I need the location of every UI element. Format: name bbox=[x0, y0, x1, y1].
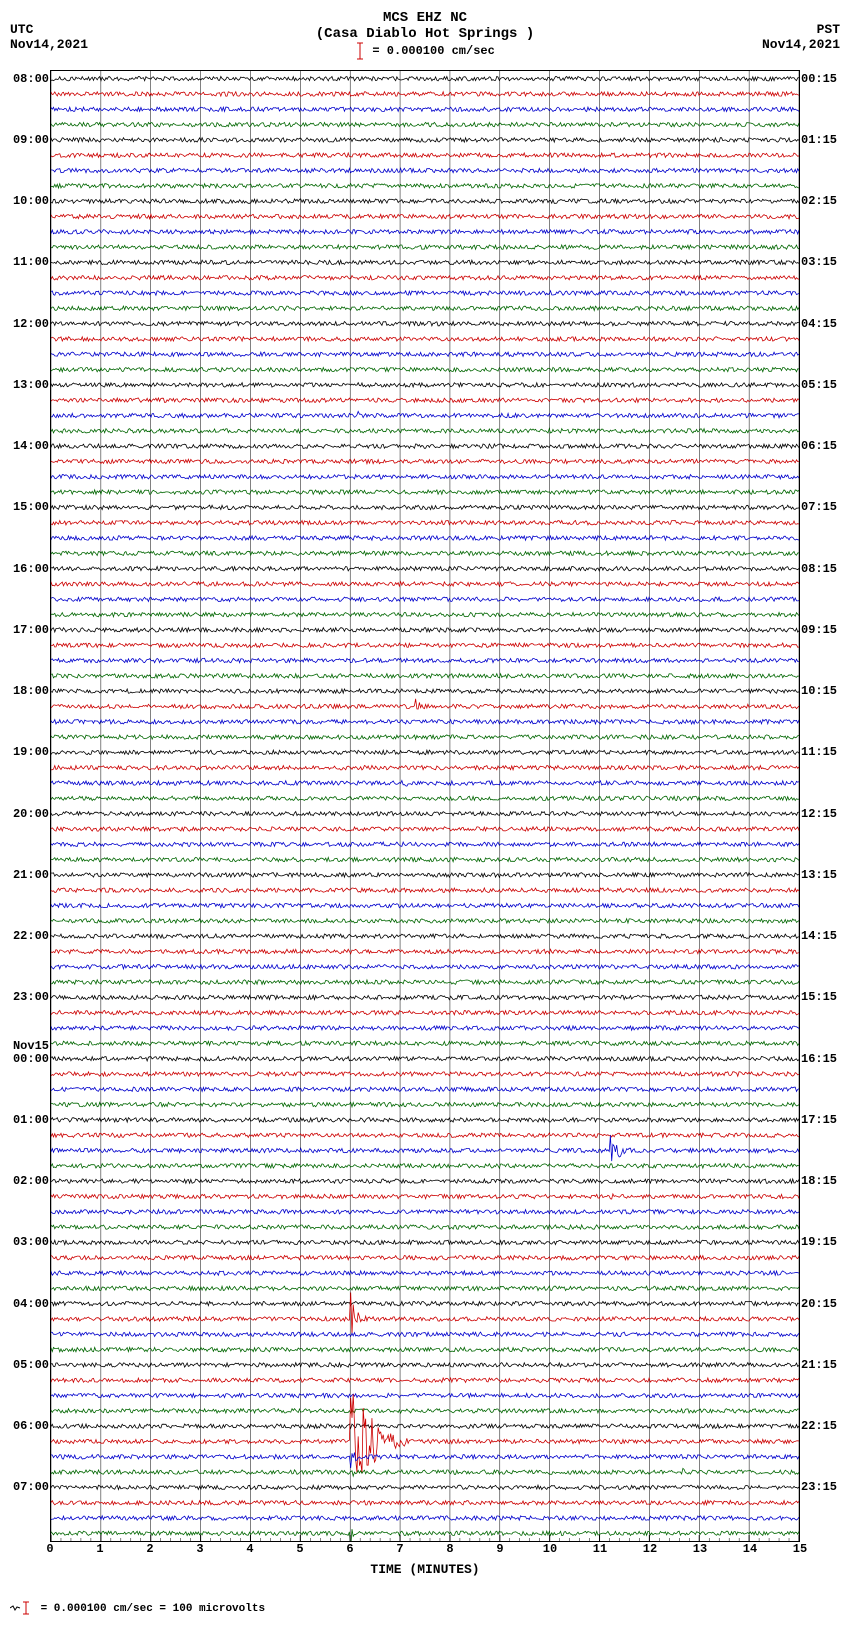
pst-label-10-15: 10:15 bbox=[801, 684, 841, 698]
scale-note: = 0.000100 cm/sec bbox=[10, 42, 840, 60]
x-tick-14: 14 bbox=[743, 1542, 757, 1556]
pst-label-16-15: 16:15 bbox=[801, 1052, 841, 1066]
tz-left: UTC Nov14,2021 bbox=[10, 22, 88, 52]
x-tick-labels: 0123456789101112131415 bbox=[50, 1542, 800, 1558]
tz-right-label: PST bbox=[817, 22, 840, 37]
pst-label-17-15: 17:15 bbox=[801, 1113, 841, 1127]
utc-label-15-00: 15:00 bbox=[9, 500, 49, 514]
tz-left-label: UTC bbox=[10, 22, 33, 37]
utc-label-07-00: 07:00 bbox=[9, 1480, 49, 1494]
utc-label-06-00: 06:00 bbox=[9, 1419, 49, 1433]
pst-label-18-15: 18:15 bbox=[801, 1174, 841, 1188]
x-tick-8: 8 bbox=[446, 1542, 453, 1556]
x-tick-9: 9 bbox=[496, 1542, 503, 1556]
utc-label-05-00: 05:00 bbox=[9, 1358, 49, 1372]
pst-label-07-15: 07:15 bbox=[801, 500, 841, 514]
utc-label-20-00: 20:00 bbox=[9, 807, 49, 821]
utc-label-12-00: 12:00 bbox=[9, 317, 49, 331]
x-tick-0: 0 bbox=[46, 1542, 53, 1556]
x-tick-4: 4 bbox=[246, 1542, 253, 1556]
pst-label-23-15: 23:15 bbox=[801, 1480, 841, 1494]
tz-right: PST Nov14,2021 bbox=[762, 22, 840, 52]
x-tick-3: 3 bbox=[196, 1542, 203, 1556]
x-tick-15: 15 bbox=[793, 1542, 807, 1556]
pst-label-14-15: 14:15 bbox=[801, 929, 841, 943]
x-tick-2: 2 bbox=[146, 1542, 153, 1556]
x-tick-7: 7 bbox=[396, 1542, 403, 1556]
pst-label-08-15: 08:15 bbox=[801, 562, 841, 576]
tz-left-date: Nov14,2021 bbox=[10, 37, 88, 52]
pst-label-06-15: 06:15 bbox=[801, 439, 841, 453]
pst-label-05-15: 05:15 bbox=[801, 378, 841, 392]
pst-label-13-15: 13:15 bbox=[801, 868, 841, 882]
x-tick-11: 11 bbox=[593, 1542, 607, 1556]
utc-label-10-00: 10:00 bbox=[9, 194, 49, 208]
x-tick-1: 1 bbox=[96, 1542, 103, 1556]
utc-label-17-00: 17:00 bbox=[9, 623, 49, 637]
utc-label-08-00: 08:00 bbox=[9, 72, 49, 86]
utc-label-14-00: 14:00 bbox=[9, 439, 49, 453]
pst-label-09-15: 09:15 bbox=[801, 623, 841, 637]
utc-label-23-00: 23:00 bbox=[9, 990, 49, 1004]
utc-label-09-00: 09:00 bbox=[9, 133, 49, 147]
utc-label-02-00: 02:00 bbox=[9, 1174, 49, 1188]
x-tick-6: 6 bbox=[346, 1542, 353, 1556]
utc-label-21-00: 21:00 bbox=[9, 868, 49, 882]
x-tick-12: 12 bbox=[643, 1542, 657, 1556]
station-code: MCS EHZ NC bbox=[10, 10, 840, 26]
utc-label-16-00: 16:00 bbox=[9, 562, 49, 576]
utc-label-18-00: 18:00 bbox=[9, 684, 49, 698]
pst-label-22-15: 22:15 bbox=[801, 1419, 841, 1433]
utc-label-19-00: 19:00 bbox=[9, 745, 49, 759]
x-axis-label: TIME (MINUTES) bbox=[10, 1562, 840, 1577]
seismogram-plot: 08:0009:0010:0011:0012:0013:0014:0015:00… bbox=[50, 70, 800, 1542]
utc-label-04-00: 04:00 bbox=[9, 1297, 49, 1311]
pst-label-00-15: 00:15 bbox=[801, 72, 841, 86]
utc-label-00-00: 00:00 bbox=[9, 1052, 49, 1066]
pst-label-20-15: 20:15 bbox=[801, 1297, 841, 1311]
seismogram-container: UTC Nov14,2021 PST Nov14,2021 MCS EHZ NC… bbox=[10, 10, 840, 1615]
pst-label-02-15: 02:15 bbox=[801, 194, 841, 208]
utc-label-03-00: 03:00 bbox=[9, 1235, 49, 1249]
pst-label-12-15: 12:15 bbox=[801, 807, 841, 821]
pst-label-04-15: 04:15 bbox=[801, 317, 841, 331]
utc-label-22-00: 22:00 bbox=[9, 929, 49, 943]
tz-right-date: Nov14,2021 bbox=[762, 37, 840, 52]
pst-label-15-15: 15:15 bbox=[801, 990, 841, 1004]
x-tick-10: 10 bbox=[543, 1542, 557, 1556]
station-name: (Casa Diablo Hot Springs ) bbox=[10, 26, 840, 42]
pst-label-01-15: 01:15 bbox=[801, 133, 841, 147]
pst-label-19-15: 19:15 bbox=[801, 1235, 841, 1249]
utc-label-11-00: 11:00 bbox=[9, 255, 49, 269]
x-tick-5: 5 bbox=[296, 1542, 303, 1556]
pst-label-11-15: 11:15 bbox=[801, 745, 841, 759]
utc-label-13-00: 13:00 bbox=[9, 378, 49, 392]
seismogram-svg bbox=[51, 71, 799, 1541]
pst-label-03-15: 03:15 bbox=[801, 255, 841, 269]
header: UTC Nov14,2021 PST Nov14,2021 MCS EHZ NC… bbox=[10, 10, 840, 70]
utc-label-01-00: 01:00 bbox=[9, 1113, 49, 1127]
pst-label-21-15: 21:15 bbox=[801, 1358, 841, 1372]
date-marker: Nov15 bbox=[9, 1039, 49, 1053]
x-tick-13: 13 bbox=[693, 1542, 707, 1556]
